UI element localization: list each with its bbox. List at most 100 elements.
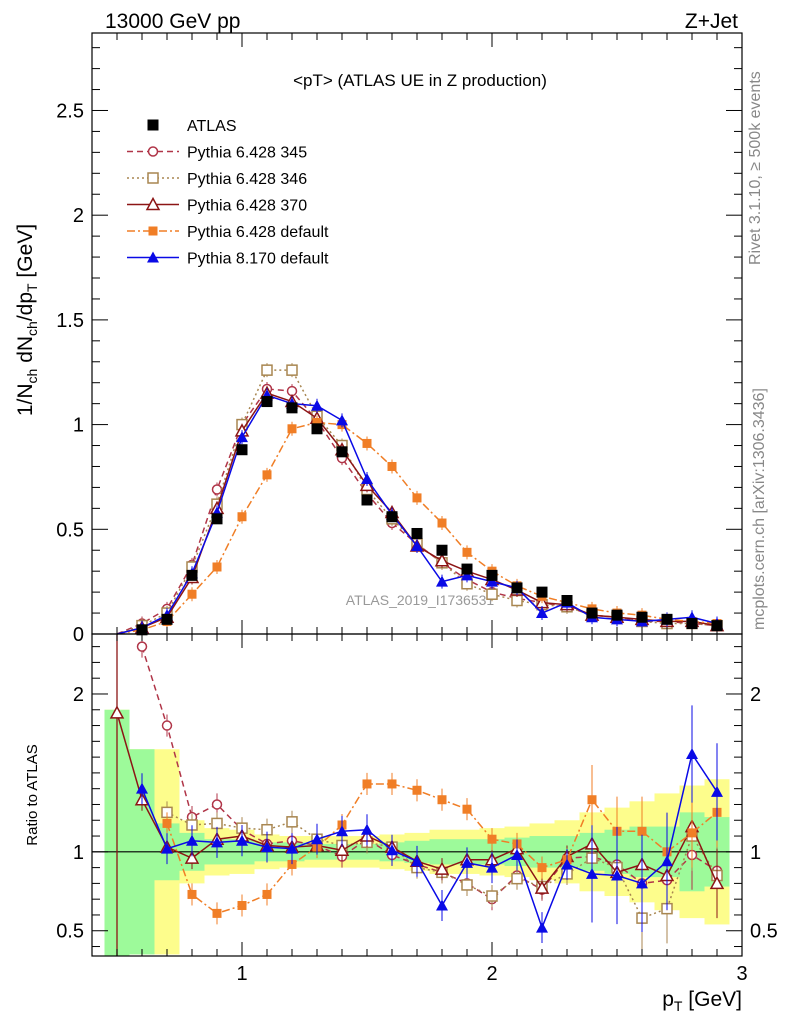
series-point-p8def xyxy=(336,414,348,426)
ratio-point-p8def xyxy=(211,836,223,848)
ratio-bands xyxy=(104,709,730,956)
data-point-atlas xyxy=(486,569,498,581)
legend-label: ATLAS xyxy=(187,118,237,135)
series-point-p6def xyxy=(262,470,272,480)
data-point-atlas xyxy=(661,613,673,625)
ratio-point-p6def xyxy=(637,826,647,836)
data-point-atlas xyxy=(361,494,373,506)
y-tick-label-main: 0.5 xyxy=(56,519,84,541)
data-point-atlas xyxy=(311,423,323,435)
data-point-atlas xyxy=(261,396,273,408)
data-point-atlas xyxy=(536,586,548,598)
data-point-atlas xyxy=(561,594,573,606)
main-y-axis-label: 1/Nch dNch/dpT [GeV] xyxy=(14,224,40,416)
ratio-point-p6def xyxy=(412,785,422,795)
series-point-p6def xyxy=(237,512,247,522)
series-point-p8def xyxy=(236,431,248,443)
legend-item-p345: Pythia 6.428 345 xyxy=(127,145,307,162)
ratio-point-p6def xyxy=(437,795,447,805)
y-tick-label-ratio-right: 2 xyxy=(750,684,761,706)
data-point-atlas xyxy=(411,527,423,539)
ratio-point-p8def xyxy=(511,848,523,860)
ratio-point-p6def xyxy=(212,908,222,918)
series-point-p346 xyxy=(286,364,298,376)
ratio-point-p6def xyxy=(587,795,597,805)
data-point-atlas xyxy=(636,611,648,623)
legend-label: Pythia 6.428 default xyxy=(187,224,329,241)
ratio-point-p8def xyxy=(561,858,573,870)
ratio-point-p6def xyxy=(237,900,247,910)
ratio-point-p8def xyxy=(411,855,423,867)
series-point-p6def xyxy=(312,417,322,427)
ratio-point-p8def xyxy=(436,899,448,911)
series-point-p6def xyxy=(362,438,372,448)
series-point-p8def xyxy=(361,473,373,485)
series-point-p346 xyxy=(486,588,498,600)
data-point-atlas xyxy=(586,607,598,619)
data-point-atlas xyxy=(336,446,348,458)
legend-item-p8def: Pythia 8.170 default xyxy=(127,251,329,268)
ratio-point-p8def xyxy=(361,823,373,835)
ratio-point-p8def xyxy=(186,834,198,846)
ratio-point-p8def xyxy=(386,844,398,856)
ratio-point-p8def xyxy=(161,842,173,854)
legend-item-atlas: ATLAS xyxy=(147,118,237,135)
ratio-point-p346 xyxy=(486,890,498,902)
ratio-point-p346 xyxy=(511,872,523,885)
ratio-point-p370 xyxy=(334,842,350,856)
ratio-y-axis-label: Ratio to ATLAS xyxy=(24,744,41,845)
legend-marker-p345 xyxy=(147,146,159,157)
header-right: Z+Jet xyxy=(685,10,738,33)
legend-item-p370: Pythia 6.428 370 xyxy=(127,196,307,215)
series-atlas xyxy=(136,396,723,636)
ratio-point-p346 xyxy=(286,816,298,828)
legend-label: Pythia 6.428 345 xyxy=(187,145,307,162)
x-tick-label: 2 xyxy=(486,963,497,985)
ratio-point-p6def xyxy=(187,889,197,899)
ratio-point-p8def xyxy=(136,782,148,794)
ratio-point-p6def xyxy=(162,818,172,828)
series-point-p6def xyxy=(462,547,472,557)
series-point-p6def xyxy=(187,589,197,599)
series-point-p6def xyxy=(412,493,422,503)
series-point-p8def xyxy=(311,399,323,411)
y-tick-label-ratio-right: 1 xyxy=(750,842,761,864)
series-point-p8def xyxy=(411,540,423,552)
series-point-p6def xyxy=(437,518,447,528)
data-point-atlas xyxy=(711,620,723,632)
ratio-point-p6def xyxy=(487,834,497,844)
main-plot xyxy=(116,363,725,637)
legend-item-p6def: Pythia 6.428 default xyxy=(127,224,329,241)
y-tick-label-ratio: 1 xyxy=(73,842,84,864)
series-point-p370 xyxy=(434,553,450,567)
ratio-point-p370 xyxy=(534,880,550,894)
series-point-p346 xyxy=(261,364,273,376)
ratio-point-p8def xyxy=(636,877,648,889)
ratio-point-p6def xyxy=(287,859,297,869)
ratio-point-p8def xyxy=(461,856,473,868)
series-point-p8def xyxy=(461,569,473,581)
ratio-point-p345 xyxy=(136,641,148,652)
data-point-atlas xyxy=(161,613,173,625)
ratio-point-p6def xyxy=(387,779,397,789)
legend-marker-p8def xyxy=(147,251,159,263)
ratio-point-p370 xyxy=(434,861,450,875)
y-tick-label-ratio: 2 xyxy=(73,684,84,706)
x-tick-label: 1 xyxy=(236,963,247,985)
series-point-p8def xyxy=(486,575,498,587)
ratio-point-p8def xyxy=(286,842,298,854)
ratio-point-p346 xyxy=(461,879,473,891)
data-point-atlas xyxy=(686,618,698,630)
legend-marker-p370 xyxy=(145,196,161,211)
data-point-atlas xyxy=(511,582,523,594)
y-tick-label-main: 1 xyxy=(73,415,84,437)
y-tick-label-ratio-right: 0.5 xyxy=(750,921,778,943)
ratio-point-p8def xyxy=(261,841,273,853)
series-point-p6def xyxy=(287,424,297,434)
legend-marker-p346 xyxy=(147,172,159,184)
ratio-point-p8def xyxy=(686,747,698,759)
data-point-atlas xyxy=(386,511,398,523)
data-point-atlas xyxy=(611,609,623,621)
data-point-atlas xyxy=(211,513,223,525)
